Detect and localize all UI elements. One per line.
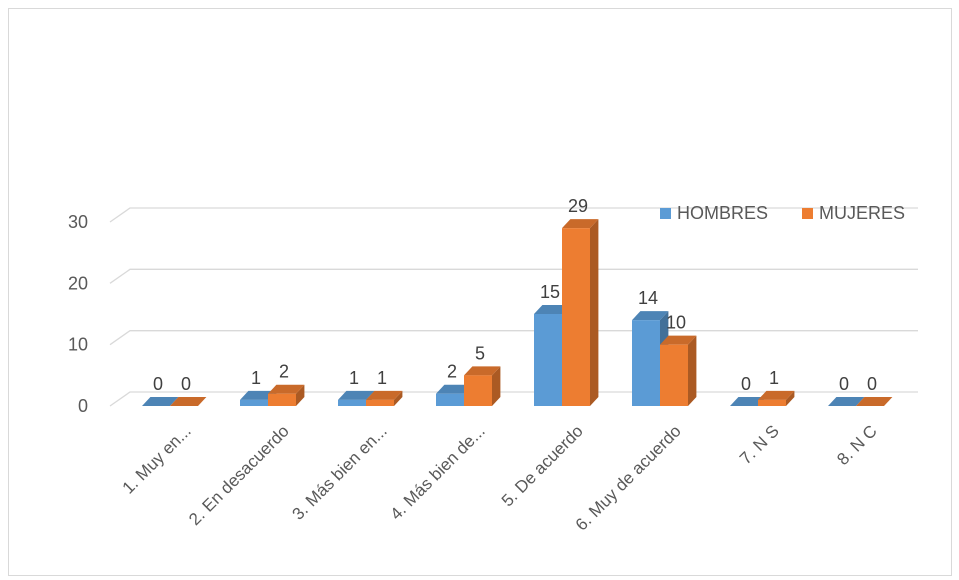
data-label: 15 bbox=[540, 282, 560, 302]
bar-front bbox=[338, 399, 366, 406]
bar-top bbox=[464, 366, 501, 376]
gridlines bbox=[109, 207, 918, 407]
bar-front bbox=[240, 399, 268, 406]
category-label: 4. Más bien de... bbox=[387, 421, 489, 523]
bar-front bbox=[268, 393, 296, 406]
bar-side bbox=[296, 384, 305, 406]
bar-mujeres-4 bbox=[464, 366, 501, 406]
data-label: 5 bbox=[475, 343, 485, 363]
y-tick-label: 30 bbox=[68, 212, 88, 232]
bar-hombres-1 bbox=[142, 397, 179, 406]
data-label: 2 bbox=[279, 362, 289, 382]
bar-mujeres-6 bbox=[660, 335, 697, 406]
bar-front bbox=[464, 375, 492, 406]
bar-top bbox=[632, 311, 669, 321]
data-label: 29 bbox=[568, 196, 588, 216]
bar-mujeres-7 bbox=[758, 390, 795, 406]
data-label: 14 bbox=[638, 288, 658, 308]
bar-mujeres-1 bbox=[170, 397, 207, 406]
data-label: 1 bbox=[349, 368, 359, 388]
category-label: 7. N S bbox=[736, 421, 783, 468]
bar-top bbox=[338, 390, 375, 400]
bar-front bbox=[758, 399, 786, 406]
bar-top bbox=[534, 305, 571, 314]
bar-top bbox=[268, 384, 305, 394]
data-label: 0 bbox=[741, 374, 751, 394]
bar-top bbox=[758, 390, 795, 400]
bar-side bbox=[590, 219, 599, 406]
gridline-30 bbox=[109, 207, 918, 223]
bar-hombres-7 bbox=[730, 397, 767, 406]
bar-side bbox=[492, 366, 501, 406]
bar-top bbox=[170, 397, 207, 406]
data-label: 10 bbox=[666, 313, 686, 333]
legend-label-hombres: HOMBRES bbox=[677, 203, 768, 223]
gridline-20 bbox=[109, 268, 918, 284]
data-label: 0 bbox=[839, 374, 849, 394]
data-label: 0 bbox=[867, 374, 877, 394]
data-label: 0 bbox=[181, 374, 191, 394]
gridline-0 bbox=[109, 391, 918, 407]
bar-mujeres-3 bbox=[366, 390, 403, 406]
data-label: 1 bbox=[251, 368, 261, 388]
bar-mujeres-8 bbox=[856, 397, 893, 406]
bar-top bbox=[660, 335, 697, 345]
bar-front bbox=[366, 399, 394, 406]
bar-front bbox=[660, 344, 688, 406]
category-label: 5. De acuerdo bbox=[498, 421, 587, 510]
bar-top bbox=[828, 397, 865, 406]
data-label: 1 bbox=[769, 368, 779, 388]
bar-mujeres-5 bbox=[562, 219, 599, 406]
y-tick-label: 20 bbox=[68, 273, 88, 293]
category-label: 3. Más bien en... bbox=[289, 421, 391, 523]
legend-swatch-hombres bbox=[660, 208, 671, 219]
category-label: 6. Muy de acuerdo bbox=[572, 421, 685, 534]
legend-swatch-mujeres bbox=[802, 208, 813, 219]
bar-top bbox=[730, 397, 767, 406]
gridline-10 bbox=[109, 330, 918, 346]
legend-label-mujeres: MUJERES bbox=[819, 203, 905, 223]
bar-top bbox=[366, 390, 403, 400]
bar-front bbox=[534, 314, 562, 406]
bar-front bbox=[562, 228, 590, 406]
bar-front bbox=[632, 320, 660, 406]
bar-front bbox=[436, 393, 464, 406]
chart-frame bbox=[8, 8, 952, 576]
bar-top bbox=[562, 219, 599, 229]
data-label: 1 bbox=[377, 368, 387, 388]
data-label: 2 bbox=[447, 362, 457, 382]
bar-side bbox=[394, 390, 403, 406]
data-label: 0 bbox=[153, 374, 163, 394]
bar-hombres-8 bbox=[828, 397, 865, 406]
bars bbox=[142, 219, 893, 406]
category-label: 1. Muy en... bbox=[119, 421, 195, 497]
legend: HOMBRES MUJERES bbox=[660, 203, 905, 223]
category-label: 8. N C bbox=[833, 421, 881, 469]
bar-top bbox=[142, 397, 179, 406]
bar-top bbox=[240, 390, 277, 400]
bar-mujeres-2 bbox=[268, 384, 305, 406]
y-tick-label: 0 bbox=[78, 396, 88, 416]
bar-side bbox=[688, 335, 697, 406]
bar-top bbox=[436, 384, 473, 394]
category-label: 2. En desacuerdo bbox=[185, 421, 293, 529]
bar-side bbox=[786, 390, 795, 406]
bar-top bbox=[856, 397, 893, 406]
y-tick-label: 10 bbox=[68, 335, 88, 355]
